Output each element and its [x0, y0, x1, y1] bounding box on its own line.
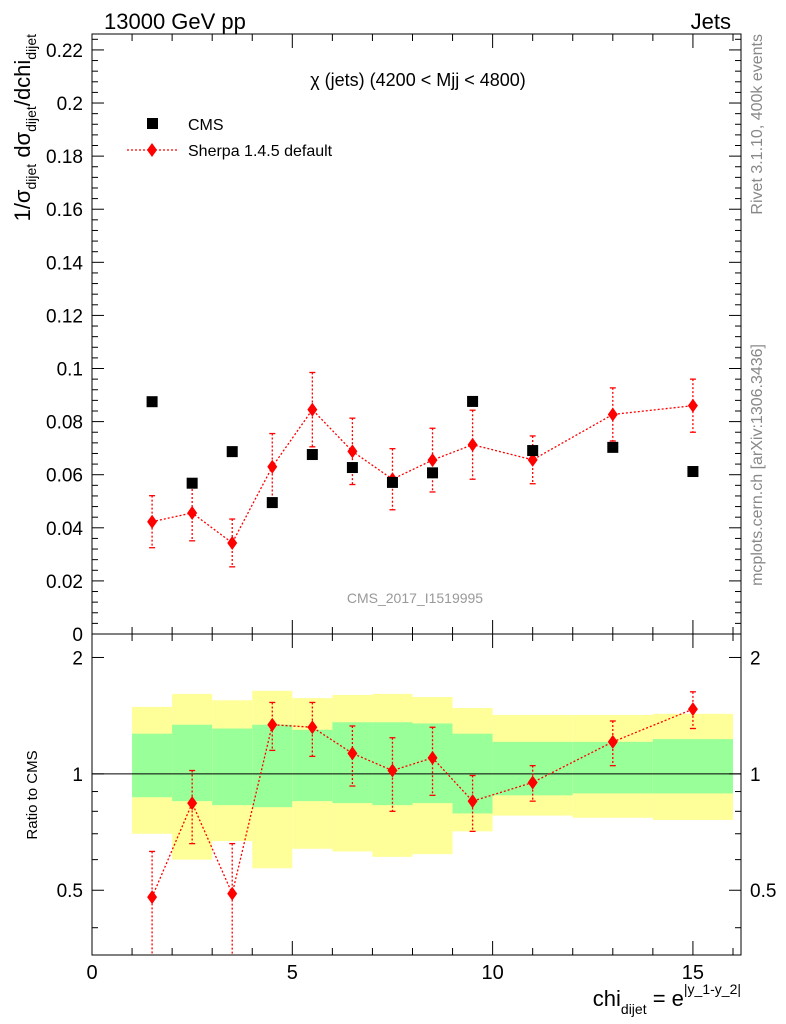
cms-point: [467, 395, 479, 407]
ratio-inner-band: [132, 733, 173, 798]
main-y-tick-label: 0.1: [57, 360, 83, 381]
sherpa-point: [347, 444, 358, 459]
ratio-y-axis: 0.5 0.5 1 1 2 2: [57, 648, 776, 929]
main-y-tick-label: 0.08: [46, 413, 83, 434]
main-y-tick-label: 0.04: [46, 519, 83, 540]
ratio-sherpa-point: [607, 734, 618, 749]
cms-point: [146, 396, 158, 408]
cms-point: [687, 466, 699, 478]
main-y-tick-label: 0.14: [46, 253, 83, 274]
main-y-tick-label: 0.18: [46, 147, 83, 168]
main-y-tick-label: 0.22: [46, 41, 83, 62]
mcplots-label: mcplots.cern.ch [arXiv:1306.3436]: [749, 344, 766, 586]
ratio-sherpa-point: [347, 746, 358, 761]
x-axis: 0 5 10 15: [86, 34, 734, 984]
ratio-inner-band: [172, 724, 213, 802]
main-y-tick-label: 0.16: [46, 200, 83, 221]
main-chart-title: χ (jets) (4200 < Mjj < 4800): [310, 70, 526, 90]
ratio-sherpa-point: [427, 750, 438, 765]
legend-sherpa-marker: [147, 143, 157, 157]
sherpa-point: [427, 453, 438, 468]
ratio-frame: [91, 633, 742, 956]
main-y-axis: 0 0.02 0.04 0.06 0.08 0.1 0.12 0.14 0.16 0.18 0.2 0…: [46, 38, 741, 646]
cms-point: [527, 445, 539, 457]
sherpa-point: [227, 535, 238, 550]
ratio-sherpa-point: [387, 763, 398, 778]
ratio-sherpa-point: [187, 796, 198, 811]
x-tick-label: 0: [86, 962, 97, 984]
main-y-tick-label: 0.02: [46, 572, 83, 593]
x-tick-label: 5: [287, 962, 298, 984]
ratio-y-tick-label-right: 2: [750, 648, 761, 669]
main-y-tick-label: 0.06: [46, 466, 83, 487]
sherpa-point: [467, 437, 478, 452]
x-tick-label: 15: [682, 962, 704, 984]
sherpa-point: [527, 452, 538, 467]
rivet-version-label: Rivet 3.1.10, 400k events: [749, 34, 766, 215]
cms-point: [386, 476, 398, 488]
sherpa-point: [687, 398, 698, 413]
cms-point: [226, 446, 238, 458]
ratio-inner-band: [212, 728, 253, 806]
sherpa-point: [267, 459, 278, 474]
main-y-tick-label: 0.2: [57, 94, 83, 115]
x-axis-label: chidijet = e|y_1-y_2|: [593, 981, 741, 1017]
sherpa-point: [187, 505, 198, 520]
ratio-sherpa-point: [687, 702, 698, 717]
main-y-tick-label: 0.12: [46, 306, 83, 327]
main-cms-series: [146, 395, 699, 509]
sherpa-point: [307, 402, 318, 417]
main-sherpa-series: [147, 371, 698, 568]
ratio-inner-band: [652, 739, 733, 794]
ratio-inner-band: [252, 724, 293, 808]
ratio-y-tick-label: 2: [72, 648, 83, 669]
cms-point: [306, 449, 318, 461]
ratio-y-tick-label: 1: [72, 765, 83, 786]
ratio-sherpa-point: [527, 775, 538, 790]
ratio-sherpa-line: [151, 708, 694, 898]
ratio-sherpa-point: [147, 890, 158, 905]
ratio-y-tick-label: 0.5: [57, 881, 83, 902]
legend-sherpa-label: Sherpa 1.4.5 default: [188, 143, 333, 160]
cms-point: [607, 441, 619, 453]
ratio-sherpa-point: [267, 717, 278, 732]
cms-point: [346, 462, 358, 474]
analysis-id-label: CMS_2017_I1519995: [347, 590, 483, 606]
ratio-sherpa-point: [467, 794, 478, 809]
header-jets-label: Jets: [691, 9, 731, 34]
ratio-inner-band: [292, 729, 333, 802]
legend: CMS Sherpa 1.4.5 default: [127, 117, 333, 160]
ratio-y-tick-label-right: 1: [750, 765, 761, 786]
ratio-panel: 0.5 0.5 1 1 2 2 0 5 10 15 Ratio to CMS chidijet …: [24, 34, 776, 1017]
cms-point: [427, 467, 439, 479]
cms-point: [186, 477, 198, 489]
ratio-sherpa-series: [147, 691, 698, 955]
header-energy-label: 13000 GeV pp: [104, 9, 246, 34]
sherpa-point: [607, 407, 618, 422]
x-tick-label: 10: [481, 962, 503, 984]
ratio-sherpa-point: [307, 720, 318, 735]
sherpa-point: [147, 514, 158, 529]
legend-cms-label: CMS: [188, 117, 224, 134]
ratio-sherpa-point: [227, 886, 238, 901]
sherpa-line: [151, 405, 693, 544]
main-panel: 0 0.02 0.04 0.06 0.08 0.1 0.12 0.14 0.16 0.18 0.2 0…: [10, 33, 742, 646]
cms-point: [266, 497, 278, 509]
legend-cms-marker: [147, 118, 158, 129]
main-y-tick-label: 0: [72, 625, 83, 646]
ratio-y-axis-label: Ratio to CMS: [24, 750, 41, 839]
ratio-y-tick-label-right: 0.5: [750, 881, 776, 902]
main-y-axis-label: 1/σdijet dσdijet/dchidijet: [10, 34, 39, 222]
